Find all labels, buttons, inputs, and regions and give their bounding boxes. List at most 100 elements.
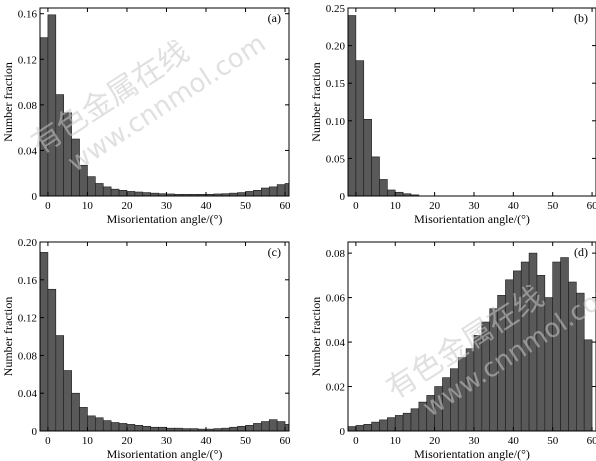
panel-label: (b)	[574, 11, 588, 25]
bar	[560, 257, 569, 432]
y-tick-label: 0.04	[326, 337, 346, 349]
x-axis-label: Misorientation angle/(°)	[414, 212, 530, 226]
bar	[47, 288, 57, 432]
x-tick-label: 60	[280, 435, 292, 447]
x-tick-label: 10	[390, 200, 402, 212]
bar	[284, 424, 290, 432]
bar	[87, 176, 96, 197]
y-tick-label: 0.25	[326, 3, 346, 15]
x-axis-label: Misorientation angle/(°)	[414, 447, 530, 461]
y-tick-label: 0.10	[326, 116, 346, 128]
bar	[284, 183, 290, 197]
bar	[355, 425, 365, 432]
bar	[371, 156, 380, 197]
bar	[276, 184, 286, 197]
bar	[268, 419, 278, 432]
bar	[118, 190, 128, 197]
bar	[126, 191, 136, 197]
bar	[268, 186, 278, 197]
bar	[245, 425, 254, 432]
y-tick-label: 0.15	[326, 78, 346, 90]
x-tick-label: 0	[45, 200, 51, 212]
bar	[347, 15, 357, 197]
bar	[134, 191, 144, 197]
bar	[379, 419, 388, 432]
x-tick-label: 40	[508, 435, 520, 447]
bar	[237, 425, 246, 432]
plot-frame	[39, 7, 290, 197]
x-tick-label: 0	[353, 200, 359, 212]
x-tick-label: 0	[45, 435, 51, 447]
bar	[363, 424, 372, 432]
bar	[355, 60, 365, 197]
bar	[387, 189, 396, 197]
x-tick-label: 20	[429, 435, 441, 447]
x-tick-label: 30	[161, 435, 173, 447]
bar	[261, 421, 270, 432]
y-tick-label: 0.08	[18, 100, 38, 112]
bar	[110, 188, 120, 197]
bar	[371, 421, 380, 432]
x-tick-label: 30	[468, 200, 480, 212]
y-axis-label: Number fraction	[1, 62, 15, 142]
y-tick-label: 0.16	[18, 9, 38, 21]
x-axis-label: Misorientation angle/(°)	[107, 447, 223, 461]
y-axis-label: Number fraction	[1, 297, 15, 377]
y-tick-label: 0.12	[18, 313, 37, 325]
bar	[229, 426, 238, 432]
y-axis-label: Number fraction	[309, 297, 323, 377]
x-tick-label: 40	[508, 200, 520, 212]
y-tick-label: 0.06	[326, 293, 346, 305]
bar	[142, 425, 151, 432]
bar	[552, 261, 561, 432]
bar	[150, 426, 159, 432]
panel-a: 0 10 20 30 40 50 60 0 0.04 0.08 0.12 0.16 Misorienta…	[1, 7, 292, 226]
y-tick-label: 0	[340, 426, 346, 438]
bar	[102, 420, 112, 432]
x-tick-label: 50	[240, 435, 252, 447]
x-tick-label: 10	[82, 435, 94, 447]
y-axis-label: Number fraction	[309, 62, 323, 142]
bar	[237, 192, 246, 197]
bar	[394, 415, 404, 432]
bar	[39, 37, 49, 197]
x-tick-label: 40	[201, 200, 213, 212]
x-tick-label: 60	[280, 200, 292, 212]
bar	[276, 421, 286, 432]
bar	[261, 187, 270, 197]
bar	[347, 426, 357, 432]
x-axis-label: Misorientation angle/(°)	[107, 212, 223, 226]
bar	[95, 417, 104, 432]
y-tick-label: 0.12	[18, 54, 37, 66]
bar	[583, 339, 593, 432]
y-tick-label: 0.04	[18, 388, 38, 400]
bar	[363, 118, 372, 197]
x-tick-label: 50	[547, 200, 559, 212]
bar	[95, 183, 104, 197]
bar	[387, 417, 396, 432]
y-tick-label: 0.20	[326, 41, 346, 53]
y-tick-label: 0.08	[18, 350, 38, 362]
x-tick-label: 10	[82, 200, 94, 212]
x-tick-label: 60	[587, 435, 596, 447]
bar	[47, 14, 57, 197]
y-tick-label: 0	[340, 191, 346, 203]
x-tick-label: 50	[547, 435, 559, 447]
panel-c: 0 10 20 30 40 50 60 0 0.04 0.08 0.12 0.16 0.20 Misori…	[1, 237, 291, 461]
bar	[410, 408, 420, 432]
plot-frame	[347, 241, 596, 432]
plot-frame	[347, 7, 596, 197]
panel-label: (d)	[574, 245, 588, 259]
bar	[134, 425, 144, 432]
bar	[245, 191, 254, 197]
bar	[379, 179, 388, 197]
bar	[253, 190, 262, 197]
bar	[402, 412, 412, 432]
y-tick-label: 0.20	[18, 237, 38, 249]
bar	[110, 422, 120, 432]
x-tick-label: 20	[121, 200, 133, 212]
x-tick-label: 50	[240, 200, 252, 212]
y-tick-label: 0.05	[326, 153, 346, 165]
bar	[118, 423, 128, 432]
